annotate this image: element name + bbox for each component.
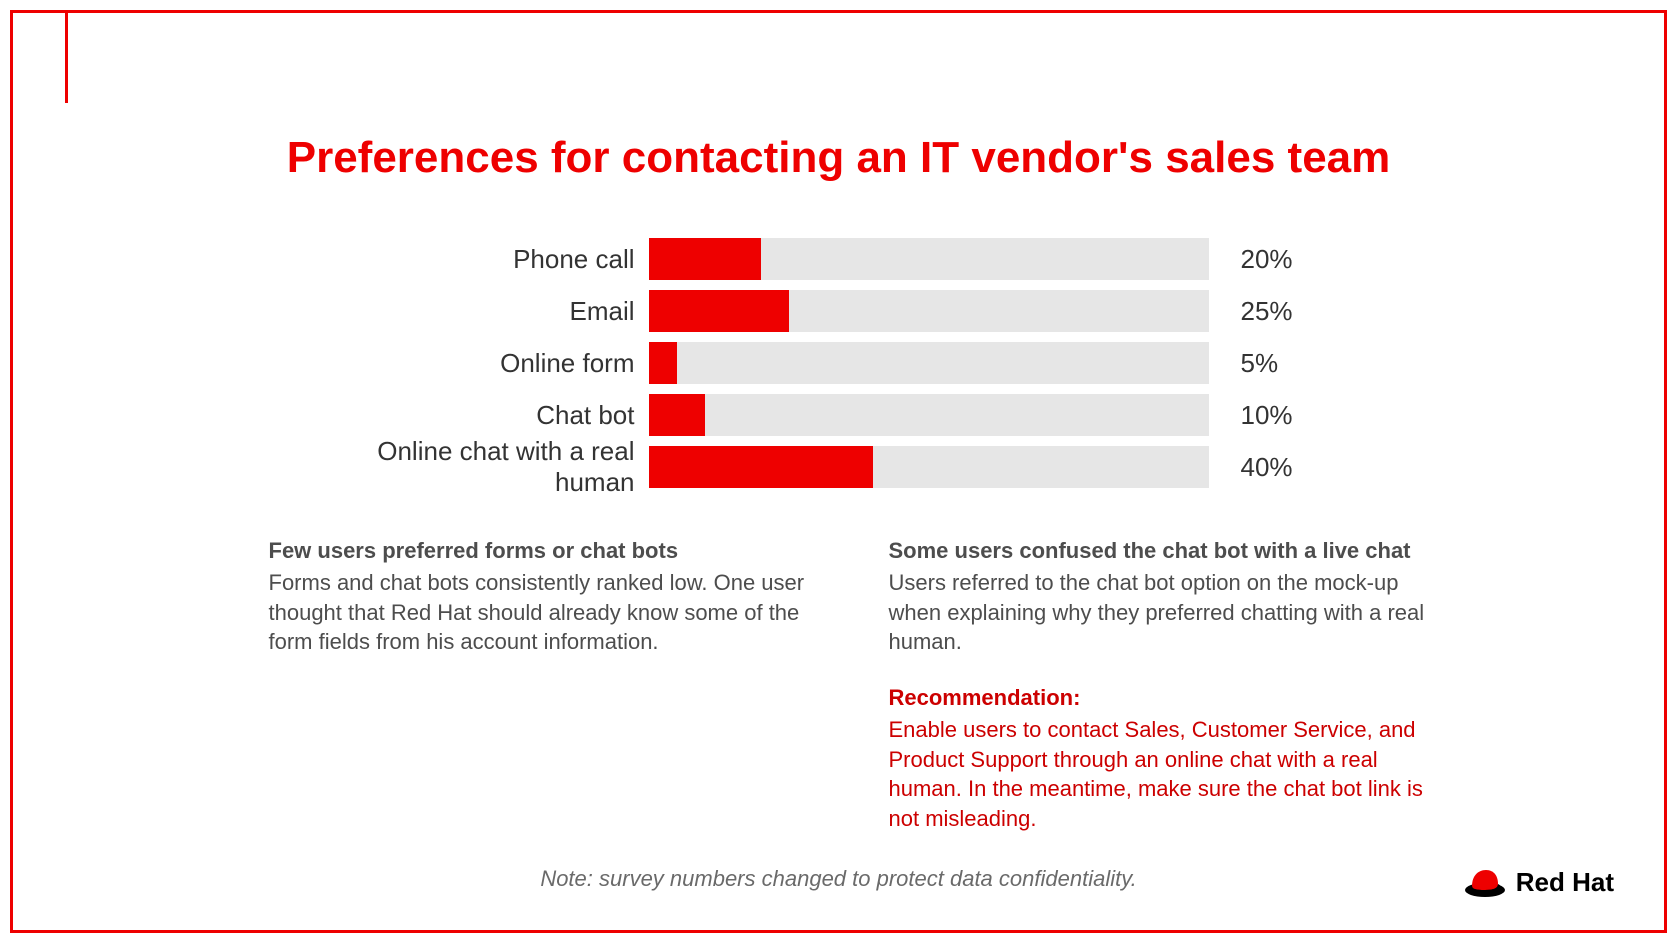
bar-fill xyxy=(649,238,761,280)
recommendation-body: Enable users to contact Sales, Customer … xyxy=(889,715,1439,834)
slide-border: Preferences for contacting an IT vendor'… xyxy=(10,10,1667,933)
bar-value: 10% xyxy=(1209,400,1339,431)
bar-value: 20% xyxy=(1209,244,1339,275)
redhat-logo: Red Hat xyxy=(1464,866,1614,898)
bar-label: Chat bot xyxy=(299,400,649,431)
bar-value: 40% xyxy=(1209,452,1339,483)
preferences-bar-chart: Phone call 20% Email 25% Online form 5% Chat b… xyxy=(299,238,1379,488)
footnote: Note: survey numbers changed to protect … xyxy=(13,866,1664,892)
bar-label: Phone call xyxy=(299,244,649,275)
insight-right-heading: Some users confused the chat bot with a … xyxy=(889,538,1439,564)
bar-track xyxy=(649,238,1209,280)
insight-right: Some users confused the chat bot with a … xyxy=(889,538,1439,862)
bar-row: Online form 5% xyxy=(299,342,1379,384)
bar-row: Chat bot 10% xyxy=(299,394,1379,436)
bar-track xyxy=(649,342,1209,384)
recommendation-heading: Recommendation: xyxy=(889,685,1439,711)
bar-track xyxy=(649,394,1209,436)
bar-fill xyxy=(649,342,677,384)
bar-row: Phone call 20% xyxy=(299,238,1379,280)
bar-value: 25% xyxy=(1209,296,1339,327)
bar-fill xyxy=(649,394,705,436)
bar-value: 5% xyxy=(1209,348,1339,379)
bar-row: Online chat with a real human40% xyxy=(299,446,1379,488)
insights-row: Few users preferred forms or chat bots F… xyxy=(239,538,1439,862)
insight-left-body: Forms and chat bots consistently ranked … xyxy=(269,568,819,657)
bar-fill xyxy=(649,290,789,332)
bar-track xyxy=(649,446,1209,488)
bar-fill xyxy=(649,446,873,488)
insight-left: Few users preferred forms or chat bots F… xyxy=(269,538,819,862)
insight-right-body: Users referred to the chat bot option on… xyxy=(889,568,1439,657)
redhat-logo-text: Red Hat xyxy=(1516,867,1614,898)
redhat-fedora-icon xyxy=(1464,866,1506,898)
slide-content: Preferences for contacting an IT vendor'… xyxy=(13,13,1664,930)
bar-track xyxy=(649,290,1209,332)
chart-title: Preferences for contacting an IT vendor'… xyxy=(148,133,1529,183)
insight-left-heading: Few users preferred forms or chat bots xyxy=(269,538,819,564)
bar-row: Email 25% xyxy=(299,290,1379,332)
bar-label: Email xyxy=(299,296,649,327)
bar-label: Online chat with a real human xyxy=(299,436,649,498)
bar-label: Online form xyxy=(299,348,649,379)
